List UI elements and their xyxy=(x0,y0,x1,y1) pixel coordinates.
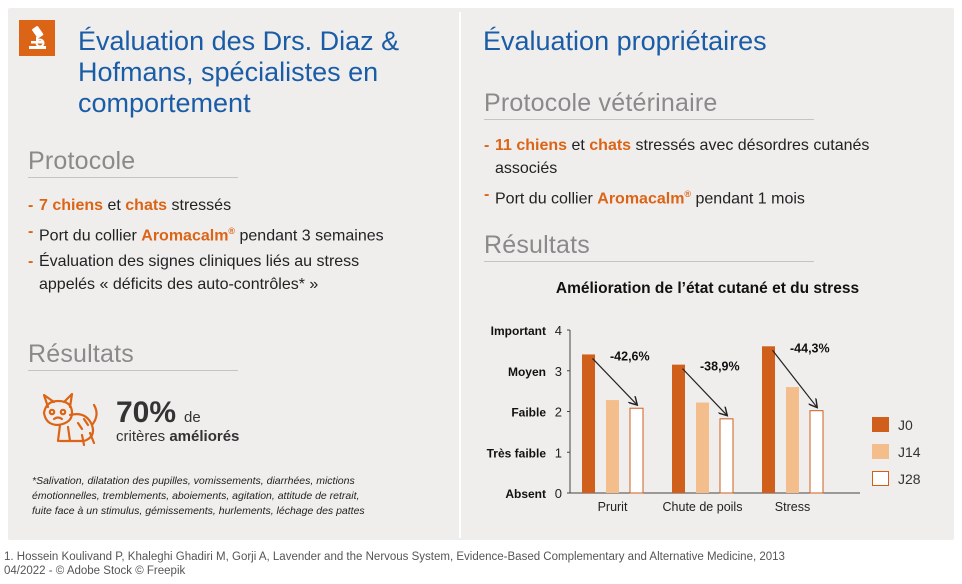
bar-j14 xyxy=(606,400,619,493)
right-protocol-list: 11 chiens et chats stressés avec désordr… xyxy=(484,134,924,213)
bar-j28 xyxy=(719,418,734,494)
left-protocol-list: 7 chiens et chats stressés Port du colli… xyxy=(28,194,408,299)
bar-j14 xyxy=(786,387,799,493)
column-divider xyxy=(459,12,461,538)
reduction-label: -42,6% xyxy=(610,349,650,363)
list-item: Port du collier Aromacalm® pendant 3 sem… xyxy=(28,220,408,247)
right-protocol-heading: Protocole vétérinaire xyxy=(484,89,718,117)
reduction-arrow xyxy=(772,349,817,406)
bar-chart: 0 Absent 1 Très faible 2 Faible 3 Moyen 4 Importa… xyxy=(487,323,860,514)
y-tick-label: Faible xyxy=(511,406,546,420)
reference-line-2: 04/2022 - © Adobe Stock © Freepik xyxy=(4,565,186,577)
result-stat: 70% de critères améliorés xyxy=(116,396,239,445)
reference-line-1: 1. Hossein Koulivand P, Khaleghi Ghadiri… xyxy=(4,551,785,563)
legend-swatch xyxy=(872,471,889,486)
bar-j14 xyxy=(696,402,709,493)
legend-item-j28: J28 xyxy=(872,470,921,487)
y-tick-label: Important xyxy=(491,324,546,338)
stat-value: 70% xyxy=(116,396,177,429)
y-tick-value: 1 xyxy=(555,445,562,460)
footnote: *Salivation, dilatation des pupilles, vo… xyxy=(32,475,365,517)
list-item: 11 chiens et chats stressés avec désordr… xyxy=(484,134,924,180)
reduction-arrow xyxy=(592,358,637,404)
right-results-heading: Résultats xyxy=(484,231,591,259)
right-results-underline xyxy=(484,261,814,262)
reduction-arrow xyxy=(682,368,727,415)
chart-legend: J0 J14 J28 xyxy=(872,416,921,497)
reference: 1. Hossein Koulivand P, Khaleghi Ghadiri… xyxy=(4,550,785,578)
stressed-cat-icon xyxy=(34,385,104,455)
y-tick-label: Très faible xyxy=(487,446,547,460)
y-tick-value: 4 xyxy=(555,323,562,338)
y-tick-label: Absent xyxy=(505,487,546,501)
bar-j28 xyxy=(629,407,644,494)
y-tick-value: 2 xyxy=(555,405,562,420)
bar-j0 xyxy=(672,364,685,493)
x-tick-label: Chute de poils xyxy=(663,500,743,514)
left-title: Évaluation des Drs. Diaz & Hofmans, spéc… xyxy=(78,26,400,118)
microscope-icon xyxy=(19,20,55,56)
chart-title: Amélioration de l’état cutané et du stre… xyxy=(555,280,860,297)
x-tick-label: Stress xyxy=(775,500,810,514)
right-title: Évaluation propriétaires xyxy=(483,26,767,56)
right-protocol-underline xyxy=(484,119,814,120)
left-protocol-heading: Protocole xyxy=(28,147,136,175)
stat-de: de xyxy=(184,409,201,426)
list-item: Port du collier Aromacalm® pendant 1 moi… xyxy=(484,183,924,210)
left-results-heading: Résultats xyxy=(28,340,135,368)
legend-item-j0: J0 xyxy=(872,416,921,433)
y-tick-value: 0 xyxy=(555,486,562,501)
left-results-underline xyxy=(28,370,238,371)
y-tick-label: Moyen xyxy=(508,365,546,379)
x-tick-label: Prurit xyxy=(598,500,628,514)
reduction-label: -44,3% xyxy=(790,341,830,355)
left-protocol-underline xyxy=(28,177,238,178)
bar-j0 xyxy=(582,354,595,493)
bar-j0 xyxy=(762,346,775,493)
legend-item-j14: J14 xyxy=(872,443,921,460)
list-item: Évaluation des signes cliniques liés au … xyxy=(28,250,408,296)
list-item: 7 chiens et chats stressés xyxy=(28,194,408,217)
legend-swatch xyxy=(872,417,889,432)
y-tick-value: 3 xyxy=(555,364,562,379)
legend-swatch xyxy=(872,444,889,459)
bar-j28 xyxy=(809,410,824,494)
reduction-label: -38,9% xyxy=(700,360,740,374)
stat-caption: critères améliorés xyxy=(116,428,240,445)
